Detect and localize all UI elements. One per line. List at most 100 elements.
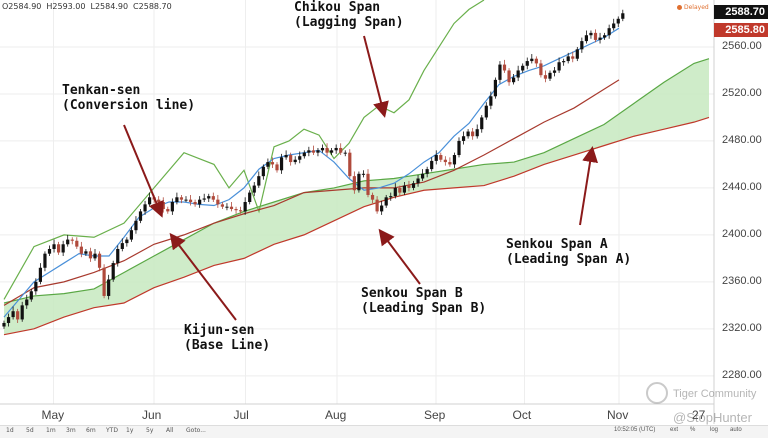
tiger-logo-icon xyxy=(646,382,668,404)
candle-body xyxy=(534,58,538,64)
senkou-b-annotation: Senkou Span B (Leading Span B) xyxy=(361,286,486,316)
candle-body xyxy=(38,267,42,282)
high-value: H2593.00 xyxy=(46,2,86,11)
y-tick-label: 2320.00 xyxy=(722,321,762,334)
candle-body xyxy=(275,164,279,171)
timeframe-button[interactable]: YTD xyxy=(106,427,118,434)
candle-body xyxy=(88,251,93,259)
timeframe-button[interactable]: 1d xyxy=(6,427,14,434)
x-tick-label: Jun xyxy=(142,408,162,422)
candle-body xyxy=(57,244,61,253)
candle-body xyxy=(6,317,11,323)
candle-body xyxy=(434,155,438,161)
candle-body xyxy=(398,187,402,193)
candle-body xyxy=(198,199,202,205)
candle-body xyxy=(543,75,548,79)
chart-option-toggle[interactable]: auto xyxy=(730,427,742,433)
candle-body xyxy=(516,70,520,78)
candle-body xyxy=(530,58,534,62)
chart-option-toggle[interactable]: log xyxy=(710,427,719,433)
candle-body xyxy=(243,202,247,212)
candle-body xyxy=(66,239,70,245)
candle-body xyxy=(466,131,470,137)
candle-body xyxy=(612,23,616,29)
candle-body xyxy=(2,322,6,327)
candle-body xyxy=(580,41,584,50)
candle-body xyxy=(157,199,161,202)
candle-body xyxy=(193,202,197,205)
candle-body xyxy=(484,105,488,118)
senkou-span-b-line xyxy=(3,116,710,336)
x-tick-label: Nov xyxy=(607,408,629,422)
timeframe-button[interactable]: 5d xyxy=(26,427,34,434)
candle-body xyxy=(79,246,83,254)
senkou-a-arrow xyxy=(579,146,599,226)
candle-body xyxy=(93,253,97,259)
chart-option-toggle[interactable]: % xyxy=(690,427,696,433)
chart-option-toggle[interactable]: ext xyxy=(670,427,679,433)
y-tick-label: 2440.00 xyxy=(722,180,762,193)
chikou-label: Chikou Span xyxy=(294,0,381,15)
indicator-lines xyxy=(3,0,620,318)
candle-body xyxy=(498,64,502,80)
candle-body xyxy=(311,150,315,153)
annotation-arrows xyxy=(123,35,599,321)
candle-body xyxy=(52,244,56,249)
candle-body xyxy=(552,70,557,73)
candle-body xyxy=(188,199,193,202)
candle-body xyxy=(402,185,406,193)
candle-body xyxy=(229,206,234,210)
candle-body xyxy=(443,159,447,163)
delayed-indicator: Delayed xyxy=(677,4,709,11)
candle-body xyxy=(571,56,575,59)
candle-body xyxy=(279,157,284,171)
candle-body xyxy=(539,63,543,76)
candle-body xyxy=(389,196,393,198)
candle-body xyxy=(25,299,29,306)
candle-body xyxy=(270,162,275,165)
candle-body xyxy=(589,32,593,36)
timeframe-button[interactable]: 1y xyxy=(126,427,134,434)
candle-body xyxy=(330,150,334,153)
candle-body xyxy=(47,248,52,254)
candle-body xyxy=(471,131,475,137)
candle-body xyxy=(512,77,516,83)
x-tick-label: Aug xyxy=(325,408,347,422)
y-tick-label: 2280.00 xyxy=(722,368,762,381)
candle-body xyxy=(307,150,311,153)
senkou-a-annotation: Senkou Span A (Leading Span A) xyxy=(506,237,631,267)
candle-body xyxy=(111,263,115,280)
timeframe-button[interactable]: 1m xyxy=(46,427,56,434)
timeframe-button[interactable]: All xyxy=(166,427,174,434)
candle-body xyxy=(489,96,493,106)
y-tick-label: 2520.00 xyxy=(722,86,762,99)
timeframe-button[interactable]: 6m xyxy=(86,427,96,434)
candle-body xyxy=(61,244,65,253)
candle-body xyxy=(70,239,74,241)
candle-body xyxy=(357,173,361,191)
candle-body xyxy=(416,178,420,184)
candle-body xyxy=(220,204,224,207)
candle-body xyxy=(325,147,329,153)
candlesticks xyxy=(2,9,625,329)
candle-body xyxy=(125,239,129,244)
timeframe-button[interactable]: 5y xyxy=(146,427,154,434)
candle-body xyxy=(179,197,184,200)
timeframe-button[interactable]: Goto... xyxy=(186,427,206,434)
candle-body xyxy=(370,194,375,200)
candle-body xyxy=(252,185,256,193)
timeframe-button[interactable]: 3m xyxy=(66,427,76,434)
candle-body xyxy=(293,159,297,163)
candle-body xyxy=(320,147,325,151)
candle-body xyxy=(207,196,211,199)
y-tick-label: 2560.00 xyxy=(722,39,762,52)
candle-body xyxy=(166,209,170,212)
watermark-line1: Tiger Community xyxy=(673,388,757,400)
candle-body xyxy=(598,37,602,40)
low-value: L2584.90 xyxy=(90,2,129,11)
candle-body xyxy=(525,61,529,66)
timestamp: 10:52:05 (UTC) xyxy=(614,427,656,433)
candle-body xyxy=(430,160,434,170)
candle-body xyxy=(339,147,343,153)
